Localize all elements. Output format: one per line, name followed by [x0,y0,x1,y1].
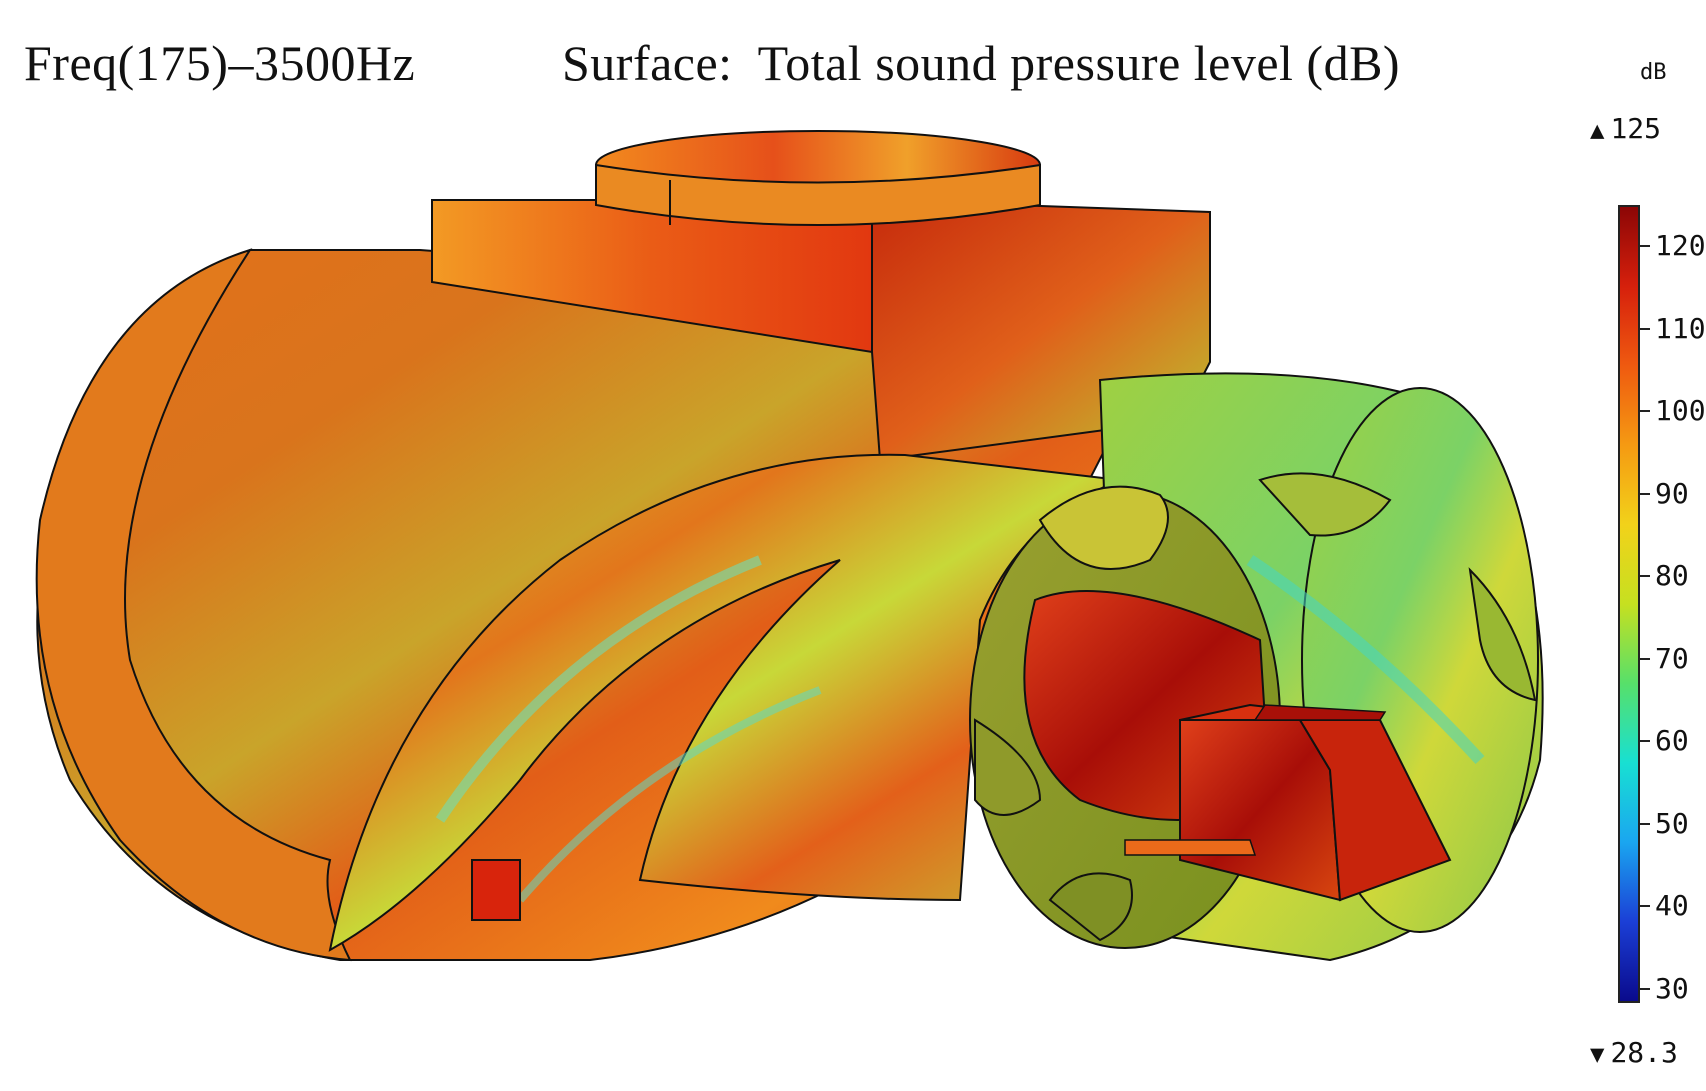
color-bar-tick [1640,822,1650,825]
rotor-lobe-left [974,718,1042,816]
helical-band-cyan-2 [516,686,822,903]
color-bar-tick [1640,987,1650,990]
legend-min-value: 28.3 [1610,1036,1678,1069]
color-bar-tick-label: 120 [1655,229,1706,263]
helical-flute [328,453,1121,952]
lower-block [471,859,521,921]
legend-unit: dB [1640,60,1667,85]
color-bar [1618,205,1640,1003]
helical-band-cyan [435,555,762,823]
legend-max-value: 125 [1610,112,1662,145]
color-bar-tick-label: 30 [1655,971,1689,1005]
legend-max: ▲ 125 [1590,112,1661,145]
color-bar-tick [1640,740,1650,743]
down-triangle-icon: ▼ [1590,1040,1605,1068]
color-bar-tick [1640,327,1650,330]
color-bar-tick-label: 100 [1655,394,1706,428]
rotor-lobe-bottom [1048,872,1133,942]
color-bar-tick [1640,905,1650,908]
color-bar-tick-label: 70 [1655,641,1689,675]
color-bar-tick [1640,575,1650,578]
right-band-cyan [1246,555,1485,765]
rotor-shaft [1124,839,1257,856]
color-bar-tick-label: 50 [1655,806,1689,840]
color-bar-tick-label: 80 [1655,559,1689,593]
color-bar-tick-label: 60 [1655,724,1689,758]
right-lobe-top [1258,472,1392,537]
color-bar-tick [1640,245,1650,248]
color-bar-tick [1640,657,1650,660]
surface-title: Surface: Total sound pressure level (dB) [562,35,1401,91]
right-lobe-right [1468,567,1537,702]
color-bar-tick-label: 90 [1655,476,1689,510]
color-bar-tick [1640,492,1650,495]
casing-end-face [35,248,352,962]
color-bar-tick-label: 110 [1655,311,1706,345]
color-bar-tick-label: 40 [1655,889,1689,923]
rotor-block-fin [1253,704,1387,721]
up-triangle-icon: ▲ [1590,116,1605,144]
rotor-lobe-top [1038,485,1169,570]
color-bar-tick [1640,410,1650,413]
legend-min: ▼ 28.3 [1590,1036,1678,1069]
top-disc-side [595,163,1041,226]
frequency-label: Freq(175)–3500Hz [24,35,416,91]
